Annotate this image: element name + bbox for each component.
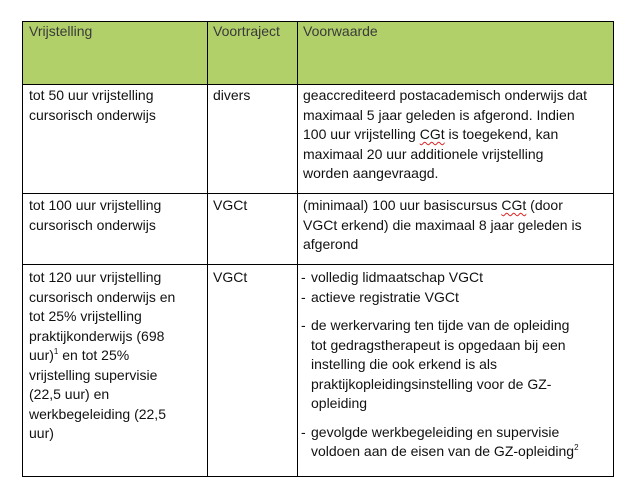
row3-voorwaarde: - volledig lidmaatschap VGCt - actieve reg… bbox=[301, 268, 579, 462]
spellcheck-word: CGt bbox=[419, 126, 445, 142]
spellcheck-word: CGt bbox=[501, 197, 527, 213]
row1-voortraject: divers bbox=[213, 87, 251, 103]
text: uur) bbox=[29, 347, 54, 363]
row1-vrijstelling: tot 50 uur vrijstelling cursorisch onder… bbox=[29, 86, 156, 125]
row2-vrijstelling: tot 100 uur vrijstelling cursorisch onde… bbox=[29, 196, 161, 235]
text-line: uur)1 en tot 25% bbox=[29, 346, 175, 366]
text: is toegekend, kan bbox=[444, 126, 559, 142]
bullet-item: - gevolgde werkbegeleiding en supervisie … bbox=[301, 423, 579, 462]
text-line: opleiding bbox=[311, 395, 368, 411]
table-header bbox=[23, 22, 613, 85]
text: en tot 25% bbox=[58, 347, 130, 363]
bullet-item: - de werkervaring ten tijde van de opleid… bbox=[301, 316, 579, 414]
text: de werkervaring ten tijde van de opleidi… bbox=[311, 317, 570, 333]
text-line: werkbegeleiding (22,5 bbox=[29, 405, 166, 422]
text-line: voldoen aan de eisen van de GZ-opleiding… bbox=[301, 442, 579, 462]
row-divider bbox=[23, 264, 613, 265]
text: (minimaal) 100 uur basiscursus bbox=[303, 197, 502, 213]
footnote-ref: 1 bbox=[53, 347, 59, 356]
bullet-dash: - bbox=[301, 269, 306, 285]
bullet-dash: - bbox=[301, 317, 306, 333]
text-line: (22,5 uur) en bbox=[29, 386, 110, 402]
exemption-table: Vrijstelling Voortraject Voorwaarde tot … bbox=[22, 21, 614, 477]
bullet-item: - volledig lidmaatschap VGCt bbox=[301, 268, 579, 288]
text-line: geaccrediteerd postacademisch onderwijs … bbox=[303, 87, 588, 103]
text: gevolgde werkbegeleiding en supervisie bbox=[311, 423, 560, 440]
text-line: afgerond bbox=[303, 236, 359, 252]
bullet-dash: - bbox=[301, 423, 306, 440]
text-line: tot 100 uur vrijstelling bbox=[29, 197, 162, 213]
text-line: tot gedragstherapeut is opgedaan bij een bbox=[311, 336, 566, 353]
text-line: instelling die ook erkend is als bbox=[311, 356, 497, 372]
header-vrijstelling: Vrijstelling bbox=[29, 23, 93, 39]
text-line: uur) bbox=[29, 425, 54, 441]
text-line: maximaal 5 jaar geleden is afgerond. Ind… bbox=[303, 106, 575, 123]
text-line: praktijkonderwijs (698 bbox=[29, 327, 165, 344]
text-line: vrijstelling supervisie bbox=[29, 366, 158, 383]
row2-voortraject: VGCt bbox=[213, 197, 248, 213]
header-voortraject: Voortraject bbox=[213, 23, 280, 39]
text-line: cursorisch onderwijs en bbox=[29, 288, 176, 305]
column-divider bbox=[207, 22, 208, 476]
row2-voorwaarde: (minimaal) 100 uur basiscursus CGt (door… bbox=[303, 196, 582, 255]
text-line: (minimaal) 100 uur basiscursus CGt (door bbox=[303, 196, 582, 216]
text-line: VGCt erkend) die maximaal 8 jaar geleden… bbox=[303, 216, 582, 233]
text: volledig lidmaatschap VGCt bbox=[311, 269, 483, 285]
row-divider bbox=[23, 193, 613, 194]
text: voldoen aan de eisen van de GZ-opleiding bbox=[311, 443, 575, 459]
row3-vrijstelling: tot 120 uur vrijstelling cursorisch onde… bbox=[29, 268, 175, 444]
text-line: tot 120 uur vrijstelling bbox=[29, 269, 162, 285]
footnote-ref: 2 bbox=[574, 443, 579, 452]
text-line: tot 50 uur vrijstelling bbox=[29, 87, 154, 103]
text: actieve registratie VGCt bbox=[311, 288, 459, 305]
text: (door bbox=[526, 197, 563, 213]
bullet-item: - actieve registratie VGCt bbox=[301, 288, 579, 308]
text-line: maximaal 20 uur additionele vrijstelling bbox=[303, 145, 544, 162]
row1-voorwaarde: geaccrediteerd postacademisch onderwijs … bbox=[303, 86, 587, 184]
text-line: cursorisch onderwijs bbox=[29, 216, 156, 233]
text-line: praktijkopleidingsinstelling voor de GZ- bbox=[311, 375, 552, 392]
header-voorwaarde: Voorwaarde bbox=[303, 23, 378, 39]
row3-voortraject: VGCt bbox=[213, 269, 248, 285]
text-line: 100 uur vrijstelling CGt is toegekend, k… bbox=[303, 125, 587, 145]
text-line: tot 25% vrijstelling bbox=[29, 308, 142, 324]
text: 100 uur vrijstelling bbox=[303, 126, 420, 142]
text-line: cursorisch onderwijs bbox=[29, 106, 156, 123]
text-line: worden aangevraagd. bbox=[303, 165, 439, 181]
bullet-dash: - bbox=[301, 288, 306, 305]
column-divider bbox=[297, 22, 298, 476]
